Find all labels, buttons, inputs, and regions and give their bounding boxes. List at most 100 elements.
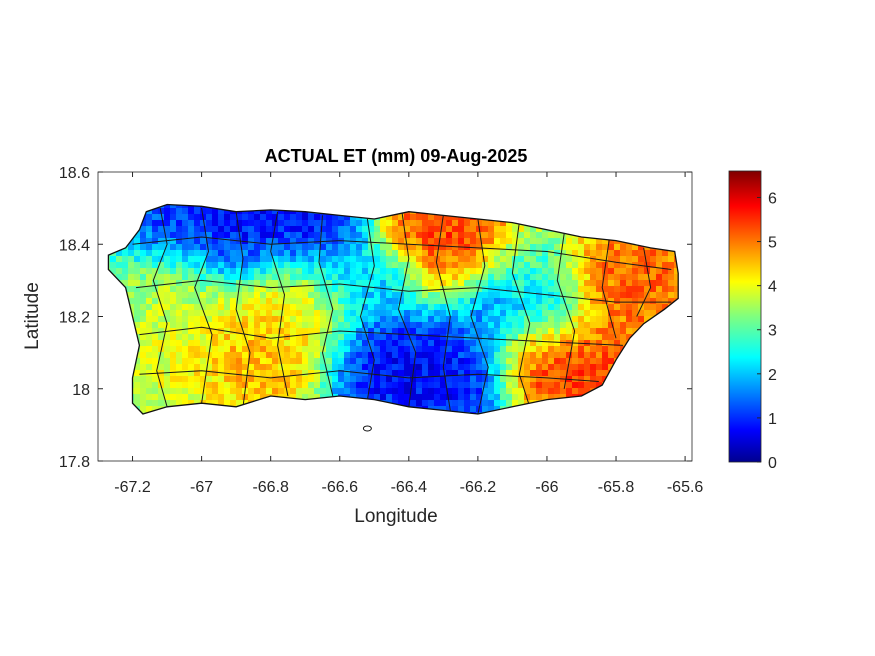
heat-cell bbox=[428, 256, 435, 263]
heat-cell bbox=[266, 358, 273, 365]
heat-cell bbox=[476, 352, 483, 359]
heat-cell bbox=[392, 214, 399, 221]
heat-cell bbox=[242, 226, 249, 233]
heat-cell bbox=[374, 388, 381, 395]
heat-cell bbox=[404, 292, 411, 299]
heat-cell bbox=[494, 394, 501, 401]
heat-cell bbox=[260, 226, 267, 233]
heat-cell bbox=[332, 364, 339, 371]
heat-cell bbox=[578, 328, 585, 335]
x-tick-label: -66.8 bbox=[252, 479, 289, 496]
heat-cell bbox=[242, 322, 249, 329]
heat-cell bbox=[416, 352, 423, 359]
heat-cell bbox=[140, 346, 147, 353]
heat-cell bbox=[440, 394, 447, 401]
heat-cell bbox=[410, 364, 417, 371]
heat-cell bbox=[542, 232, 549, 239]
heat-cell bbox=[320, 244, 327, 251]
heat-cell bbox=[242, 232, 249, 239]
heat-cell bbox=[236, 346, 243, 353]
heat-cell bbox=[476, 268, 483, 275]
heat-cell bbox=[194, 334, 201, 341]
heat-cell bbox=[554, 340, 561, 347]
heat-cell bbox=[158, 364, 165, 371]
heat-cell bbox=[446, 376, 453, 383]
heat-cell bbox=[362, 334, 369, 341]
heat-cell bbox=[434, 322, 441, 329]
heat-cell bbox=[266, 298, 273, 305]
heat-cell bbox=[230, 286, 237, 293]
heat-cell bbox=[242, 220, 249, 227]
heat-cell bbox=[368, 298, 375, 305]
heat-cell bbox=[284, 232, 291, 239]
heat-cell bbox=[308, 358, 315, 365]
heat-cell bbox=[278, 340, 285, 347]
heat-cell bbox=[614, 316, 621, 323]
heat-cell bbox=[260, 358, 267, 365]
heat-cell bbox=[398, 340, 405, 347]
heat-cell bbox=[200, 316, 207, 323]
heat-cell bbox=[512, 316, 519, 323]
heat-cell bbox=[146, 268, 153, 275]
heat-cell bbox=[554, 328, 561, 335]
heat-cell bbox=[176, 376, 183, 383]
heat-cell bbox=[176, 310, 183, 317]
heat-cell bbox=[182, 394, 189, 401]
heat-cell bbox=[200, 250, 207, 257]
heat-cell bbox=[296, 268, 303, 275]
heat-cell bbox=[332, 322, 339, 329]
heat-cell bbox=[182, 298, 189, 305]
heat-cell bbox=[428, 268, 435, 275]
heat-cell bbox=[134, 250, 141, 257]
municipality-boundary bbox=[601, 240, 617, 339]
heat-cell bbox=[278, 262, 285, 269]
heat-cell bbox=[230, 310, 237, 317]
heat-cell bbox=[248, 382, 255, 389]
heat-cell bbox=[290, 352, 297, 359]
heat-cell bbox=[272, 232, 279, 239]
heat-cell bbox=[236, 400, 243, 407]
heat-cell bbox=[500, 364, 507, 371]
heat-cell bbox=[644, 316, 651, 323]
heat-cell bbox=[470, 250, 477, 257]
heat-cell bbox=[638, 244, 645, 251]
heat-cell bbox=[164, 220, 171, 227]
heat-cell bbox=[344, 262, 351, 269]
heat-cell bbox=[326, 280, 333, 287]
heat-cell bbox=[626, 316, 633, 323]
heat-cell bbox=[182, 376, 189, 383]
heat-cell bbox=[314, 220, 321, 227]
heat-cell bbox=[488, 268, 495, 275]
heat-cell bbox=[206, 280, 213, 287]
heat-cell bbox=[482, 268, 489, 275]
heat-cell bbox=[566, 322, 573, 329]
heat-cell bbox=[542, 358, 549, 365]
heat-cell bbox=[380, 358, 387, 365]
heat-cell bbox=[140, 280, 147, 287]
heat-cell bbox=[152, 226, 159, 233]
heat-cell bbox=[434, 400, 441, 407]
heat-cell bbox=[494, 376, 501, 383]
heat-cell bbox=[470, 370, 477, 377]
heat-cell bbox=[170, 304, 177, 311]
heat-cell bbox=[590, 316, 597, 323]
heat-cell bbox=[446, 238, 453, 245]
heat-cell bbox=[500, 232, 507, 239]
heat-cell bbox=[374, 328, 381, 335]
heat-cell bbox=[614, 268, 621, 275]
heat-cell bbox=[446, 346, 453, 353]
heat-cell bbox=[572, 298, 579, 305]
heat-cell bbox=[326, 370, 333, 377]
heat-cell bbox=[632, 292, 639, 299]
heat-cell bbox=[572, 280, 579, 287]
heat-cell bbox=[506, 268, 513, 275]
heat-cell bbox=[368, 280, 375, 287]
heat-cell bbox=[266, 310, 273, 317]
heat-cell bbox=[248, 340, 255, 347]
heat-cell bbox=[308, 364, 315, 371]
heat-cell bbox=[524, 364, 531, 371]
heat-cell bbox=[446, 250, 453, 257]
heat-cell bbox=[266, 340, 273, 347]
heat-cell bbox=[206, 346, 213, 353]
heat-cell bbox=[380, 310, 387, 317]
